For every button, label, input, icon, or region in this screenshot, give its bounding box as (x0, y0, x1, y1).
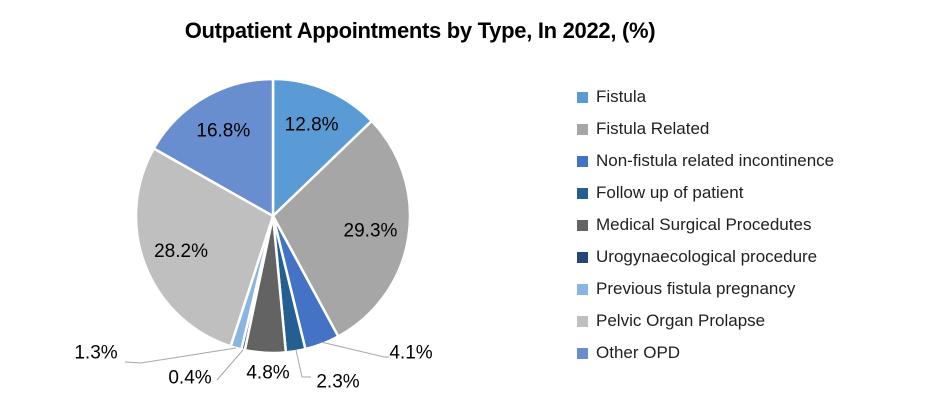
legend-swatch-icon (577, 219, 588, 231)
chart-title: Outpatient Appointments by Type, In 2022… (184, 18, 656, 43)
leader-line-2 (320, 341, 389, 358)
legend-label: Urogynaecological procedure (596, 247, 818, 266)
data-label-4: 4.8% (246, 363, 289, 384)
legend-label: Other OPD (596, 343, 681, 362)
leader-line-5 (216, 349, 244, 381)
legend-item-7: Pelvic Organ Prolapse (577, 305, 834, 337)
data-label-2: 4.1% (389, 343, 432, 364)
legend-swatch-icon (577, 155, 588, 167)
pie-slice-1 (271, 119, 412, 338)
legend-label: Fistula (596, 87, 647, 106)
legend-label: Medical Surgical Procedutes (596, 215, 812, 234)
data-label-5: 0.4% (168, 368, 211, 389)
data-label-7: 28.2% (154, 241, 208, 262)
legend-label: Follow up of patient (596, 183, 744, 202)
legend-label: Pelvic Organ Prolapse (596, 311, 766, 330)
legend-item-2: Non-fistula related incontinence (577, 145, 834, 177)
legend-swatch-icon (577, 187, 588, 199)
legend: Fistula Fistula Related Non-fistula relate… (577, 81, 834, 369)
legend-item-1: Fistula Related (577, 113, 834, 145)
data-label-3: 2.3% (316, 372, 359, 393)
legend-item-3: Follow up of patient (577, 177, 834, 209)
legend-swatch-icon (577, 91, 588, 103)
legend-swatch-icon (577, 315, 588, 327)
pie-slice-0 (271, 77, 373, 218)
pie-slice-8 (152, 77, 275, 218)
data-label-0: 12.8% (285, 115, 339, 136)
legend-label: Fistula Related (596, 119, 710, 138)
legend-swatch-icon (577, 251, 588, 263)
data-label-8: 16.8% (196, 120, 250, 141)
legend-item-4: Medical Surgical Procedutes (577, 209, 834, 241)
legend-swatch-icon (577, 283, 588, 295)
legend-item-0: Fistula (577, 81, 834, 113)
legend-item-8: Other OPD (577, 337, 834, 369)
data-label-1: 29.3% (344, 221, 398, 242)
legend-item-6: Previous fistula pregnancy (577, 273, 834, 305)
legend-item-5: Urogynaecological procedure (577, 241, 834, 273)
legend-label: Non-fistula related incontinence (596, 151, 835, 170)
leader-line-3 (295, 349, 311, 378)
legend-label: Previous fistula pregnancy (596, 279, 796, 298)
legend-swatch-icon (577, 123, 588, 135)
legend-swatch-icon (577, 347, 588, 359)
data-label-6: 1.3% (74, 343, 117, 364)
leader-line-6 (124, 347, 237, 364)
